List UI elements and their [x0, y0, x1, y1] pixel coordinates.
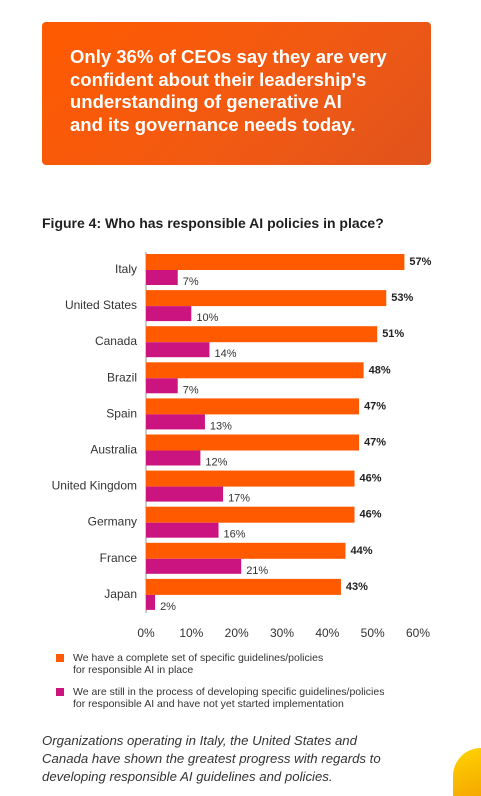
data-label-complete: 46% — [360, 509, 382, 521]
category-label: Australia — [90, 443, 137, 457]
legend-line: We are still in the process of developin… — [73, 686, 385, 698]
category-label: Brazil — [107, 370, 137, 384]
bar-complete — [146, 326, 378, 343]
data-label-in-progress: 12% — [205, 457, 227, 469]
category-label: Japan — [104, 587, 137, 601]
data-label-in-progress: 10% — [196, 312, 218, 324]
category-label: Germany — [88, 515, 137, 529]
x-tick-label: 40% — [315, 626, 339, 640]
x-tick-label: 20% — [225, 626, 249, 640]
legend-swatch-orange — [56, 654, 64, 662]
headline-line: confident about their leadership's — [70, 68, 367, 90]
legend-line: for responsible AI and have not yet star… — [73, 698, 344, 710]
category-label: Italy — [115, 262, 137, 276]
bar-in-progress — [146, 414, 205, 430]
data-label-in-progress: 16% — [224, 529, 246, 541]
category-label: Canada — [95, 334, 137, 348]
legend-swatch-magenta — [56, 688, 64, 696]
x-tick-label: 50% — [361, 626, 385, 640]
bar-complete — [146, 398, 360, 415]
caption-line: Canada have shown the greatest progress … — [42, 751, 381, 766]
bar-in-progress — [146, 486, 224, 502]
category-label: United States — [65, 298, 137, 312]
bar-complete — [146, 506, 355, 523]
category-label: Spain — [106, 406, 137, 420]
bar-in-progress — [146, 558, 242, 574]
legend-text: We have a complete set of specific guide… — [73, 652, 453, 676]
bar-in-progress — [146, 342, 210, 358]
data-label-in-progress: 2% — [160, 601, 176, 613]
bar-complete — [146, 470, 355, 487]
caption-line: Organizations operating in Italy, the Un… — [42, 733, 357, 748]
data-label-in-progress: 7% — [183, 276, 199, 288]
bar-chart: Italy 57% 7% United States 53% 10% Canada 51% 14… — [52, 252, 432, 640]
data-label-complete: 44% — [350, 545, 372, 557]
data-label-complete: 46% — [360, 473, 382, 485]
data-label-complete: 51% — [382, 328, 404, 340]
data-label-complete: 48% — [369, 364, 391, 376]
caption-line: developing responsible AI guidelines and… — [42, 769, 333, 784]
bar-in-progress — [146, 306, 192, 322]
bar-complete — [146, 290, 387, 307]
category-label: France — [100, 551, 138, 565]
legend-text: We are still in the process of developin… — [73, 686, 453, 710]
data-label-in-progress: 14% — [214, 348, 236, 360]
data-label-complete: 47% — [364, 400, 386, 412]
figure-title: Figure 4: Who has responsible AI policie… — [42, 215, 384, 231]
data-label-complete: 43% — [346, 581, 368, 593]
data-label-in-progress: 13% — [210, 420, 232, 432]
data-label-complete: 53% — [391, 292, 413, 304]
bar-in-progress — [146, 378, 178, 394]
bar-complete — [146, 542, 346, 559]
bar-complete — [146, 254, 405, 270]
data-label-complete: 47% — [364, 437, 386, 449]
legend-line: for responsible AI in place — [73, 664, 194, 676]
data-label-in-progress: 7% — [183, 384, 199, 396]
bar-in-progress — [146, 450, 201, 466]
bar-complete — [146, 578, 341, 595]
caption: Organizations operating in Italy, the Un… — [42, 732, 462, 786]
bar-complete — [146, 362, 364, 379]
x-tick-label: 0% — [137, 626, 155, 640]
legend-line: We have a complete set of specific guide… — [73, 652, 324, 664]
category-label: United Kingdom — [52, 479, 137, 493]
headline-line: understanding of generative AI — [70, 91, 342, 112]
headline-line: and its governance needs today. — [70, 113, 356, 135]
x-tick-label: 10% — [179, 626, 203, 640]
bar-complete — [146, 434, 360, 451]
data-label-in-progress: 17% — [228, 493, 250, 505]
x-tick-label: 60% — [406, 626, 430, 640]
headline-line: Only 36% of CEOs say they are very — [70, 46, 387, 67]
data-label-complete: 57% — [409, 256, 431, 268]
x-tick-label: 30% — [270, 626, 294, 640]
bar-in-progress — [146, 522, 219, 538]
bar-in-progress — [146, 270, 178, 285]
headline-banner: Only 36% of CEOs say they are very confi… — [42, 22, 431, 165]
data-label-in-progress: 21% — [246, 565, 268, 577]
bar-in-progress — [146, 594, 156, 610]
